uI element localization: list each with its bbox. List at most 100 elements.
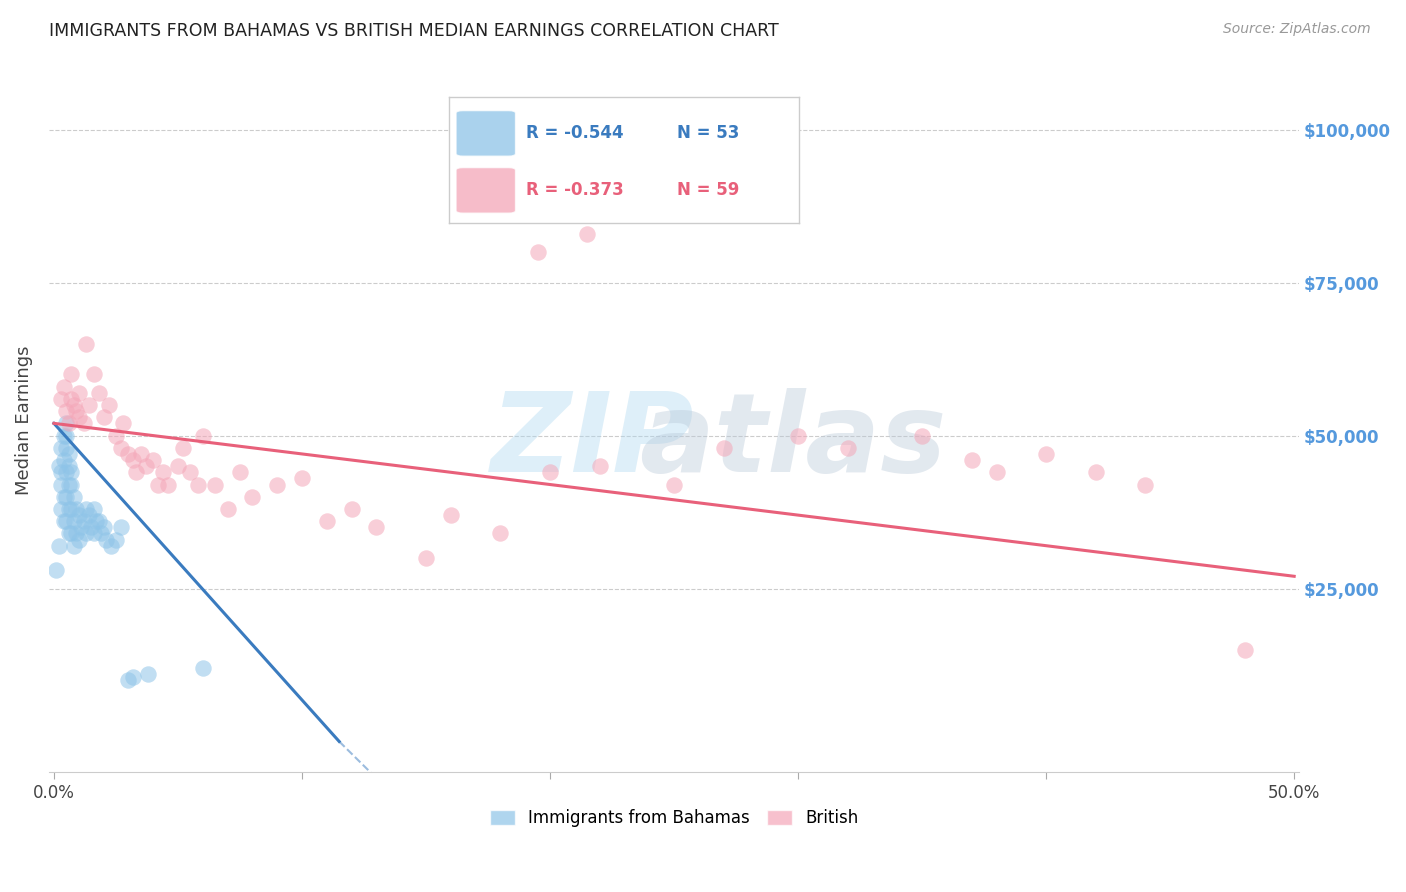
Text: IMMIGRANTS FROM BAHAMAS VS BRITISH MEDIAN EARNINGS CORRELATION CHART: IMMIGRANTS FROM BAHAMAS VS BRITISH MEDIA…	[49, 22, 779, 40]
Point	[83, 368, 105, 382]
Point	[83, 502, 105, 516]
Point	[240, 490, 263, 504]
Point	[87, 514, 110, 528]
Point	[77, 508, 100, 522]
Point	[60, 477, 83, 491]
Point	[52, 379, 75, 393]
Point	[135, 459, 157, 474]
Point	[713, 441, 735, 455]
Point	[136, 667, 159, 681]
Point	[911, 428, 934, 442]
Point	[75, 502, 97, 516]
Point	[51, 477, 73, 491]
Point	[100, 539, 122, 553]
Point	[122, 670, 145, 684]
Text: atlas: atlas	[640, 388, 946, 495]
Point	[83, 526, 105, 541]
Point	[415, 550, 437, 565]
Point	[84, 514, 107, 528]
Point	[55, 428, 77, 442]
Point	[45, 563, 67, 577]
Point	[104, 428, 127, 442]
Point	[52, 514, 75, 528]
Point	[55, 417, 77, 431]
Point	[217, 502, 239, 516]
Point	[73, 417, 96, 431]
Point	[67, 410, 90, 425]
Point	[340, 502, 363, 516]
Point	[60, 465, 83, 479]
Point	[62, 539, 84, 553]
Point	[837, 441, 859, 455]
Point	[60, 368, 83, 382]
Point	[191, 661, 214, 675]
Point	[55, 465, 77, 479]
Point	[75, 526, 97, 541]
Point	[152, 465, 174, 479]
Point	[65, 404, 87, 418]
Point	[142, 453, 165, 467]
Point	[58, 447, 80, 461]
Point	[129, 447, 152, 461]
Point	[60, 526, 83, 541]
Point	[97, 398, 120, 412]
Point	[58, 526, 80, 541]
Point	[191, 428, 214, 442]
Point	[1233, 642, 1256, 657]
Point	[167, 459, 190, 474]
Point	[70, 520, 93, 534]
Point	[55, 441, 77, 455]
Point	[172, 441, 194, 455]
Point	[1035, 447, 1057, 461]
Point	[94, 533, 117, 547]
Point	[90, 526, 112, 541]
Point	[526, 245, 548, 260]
Point	[93, 410, 115, 425]
Point	[67, 385, 90, 400]
Point	[60, 392, 83, 406]
Point	[204, 477, 226, 491]
Point	[104, 533, 127, 547]
Point	[65, 502, 87, 516]
Point	[62, 514, 84, 528]
Point	[662, 477, 685, 491]
Point	[315, 514, 337, 528]
Point	[588, 459, 610, 474]
Text: ZIP: ZIP	[491, 388, 695, 495]
Point	[440, 508, 463, 522]
Point	[538, 465, 561, 479]
Point	[146, 477, 169, 491]
Point	[55, 514, 77, 528]
Point	[65, 526, 87, 541]
Point	[576, 227, 599, 241]
Point	[1084, 465, 1107, 479]
Point	[58, 502, 80, 516]
Point	[157, 477, 180, 491]
Point	[112, 417, 135, 431]
Point	[67, 508, 90, 522]
Point	[117, 447, 139, 461]
Legend: Immigrants from Bahamas, British: Immigrants from Bahamas, British	[484, 803, 865, 834]
Point	[58, 477, 80, 491]
Point	[110, 520, 132, 534]
Point	[366, 520, 388, 534]
Point	[48, 539, 70, 553]
Point	[51, 465, 73, 479]
Point	[75, 336, 97, 351]
Point	[51, 392, 73, 406]
Point	[51, 502, 73, 516]
Point	[179, 465, 201, 479]
Point	[87, 385, 110, 400]
Point	[489, 526, 512, 541]
Point	[229, 465, 252, 479]
Point	[110, 441, 132, 455]
Point	[77, 398, 100, 412]
Point	[266, 477, 288, 491]
Point	[60, 502, 83, 516]
Point	[62, 398, 84, 412]
Point	[51, 441, 73, 455]
Point	[58, 459, 80, 474]
Point	[93, 520, 115, 534]
Point	[986, 465, 1008, 479]
Point	[787, 428, 810, 442]
